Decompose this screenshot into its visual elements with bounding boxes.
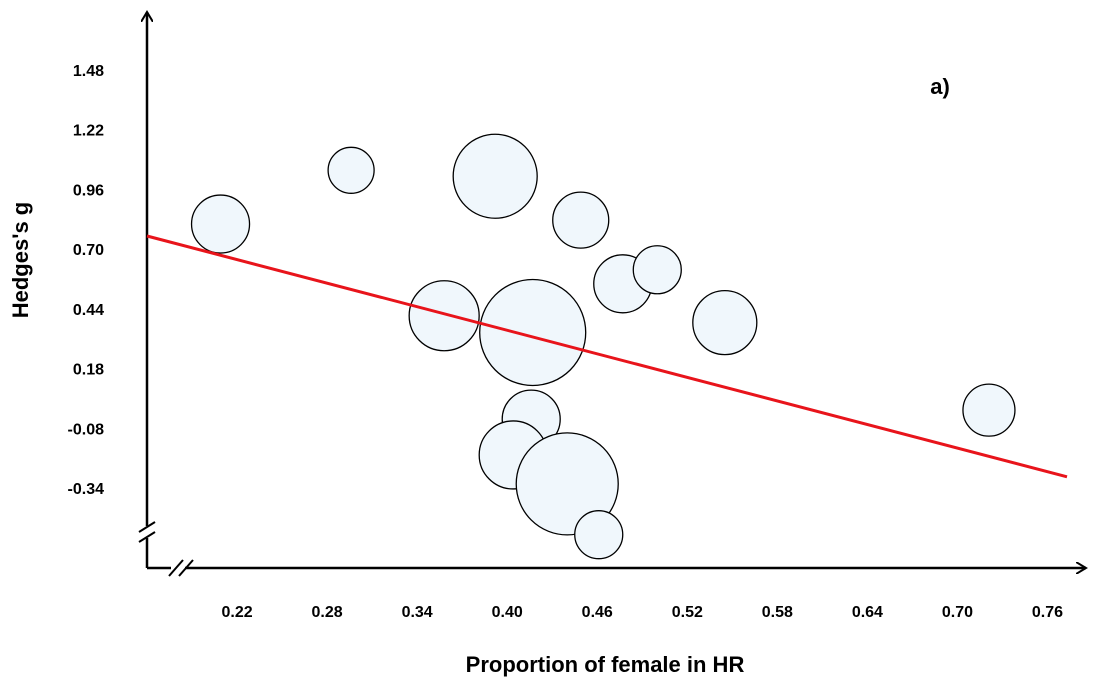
x-tick-label: 0.40 bbox=[492, 604, 523, 621]
y-tick-label: -0.34 bbox=[68, 481, 105, 498]
x-tick-label: 0.58 bbox=[762, 604, 793, 621]
x-tick-label: 0.64 bbox=[852, 604, 883, 621]
bubble bbox=[190, 194, 251, 254]
y-tick-label: 0.70 bbox=[73, 242, 104, 259]
y-axis-title: Hedges's g bbox=[8, 202, 33, 319]
x-axis-title: Proportion of female in HR bbox=[466, 652, 745, 677]
y-tick-label: -0.08 bbox=[68, 421, 105, 438]
bubble bbox=[632, 245, 682, 295]
bubble bbox=[574, 510, 624, 560]
trend-line bbox=[146, 234, 1068, 479]
panel-label: a) bbox=[930, 74, 950, 99]
bubble bbox=[692, 289, 758, 356]
y-tick-label: 0.96 bbox=[73, 182, 104, 199]
x-tick-label: 0.46 bbox=[582, 604, 613, 621]
bubble bbox=[452, 133, 538, 219]
x-tick-label: 0.76 bbox=[1032, 604, 1063, 621]
bubble bbox=[515, 432, 619, 536]
x-tick-label: 0.70 bbox=[942, 604, 973, 621]
axis-break bbox=[137, 521, 194, 578]
y-tick-label: 0.44 bbox=[73, 302, 104, 319]
y-tick-label: 1.48 bbox=[73, 63, 104, 80]
bubble bbox=[962, 383, 1016, 437]
bubble bbox=[552, 191, 610, 249]
bubble bbox=[408, 280, 480, 352]
y-tick-label: 0.18 bbox=[73, 362, 104, 379]
x-tick-label: 0.22 bbox=[221, 604, 252, 621]
bubble bbox=[479, 278, 587, 387]
bubble bbox=[327, 146, 375, 194]
y-tick-label: 1.22 bbox=[73, 123, 104, 140]
x-tick-label: 0.52 bbox=[672, 604, 703, 621]
x-tick-label: 0.28 bbox=[312, 604, 343, 621]
x-tick-label: 0.34 bbox=[402, 604, 433, 621]
